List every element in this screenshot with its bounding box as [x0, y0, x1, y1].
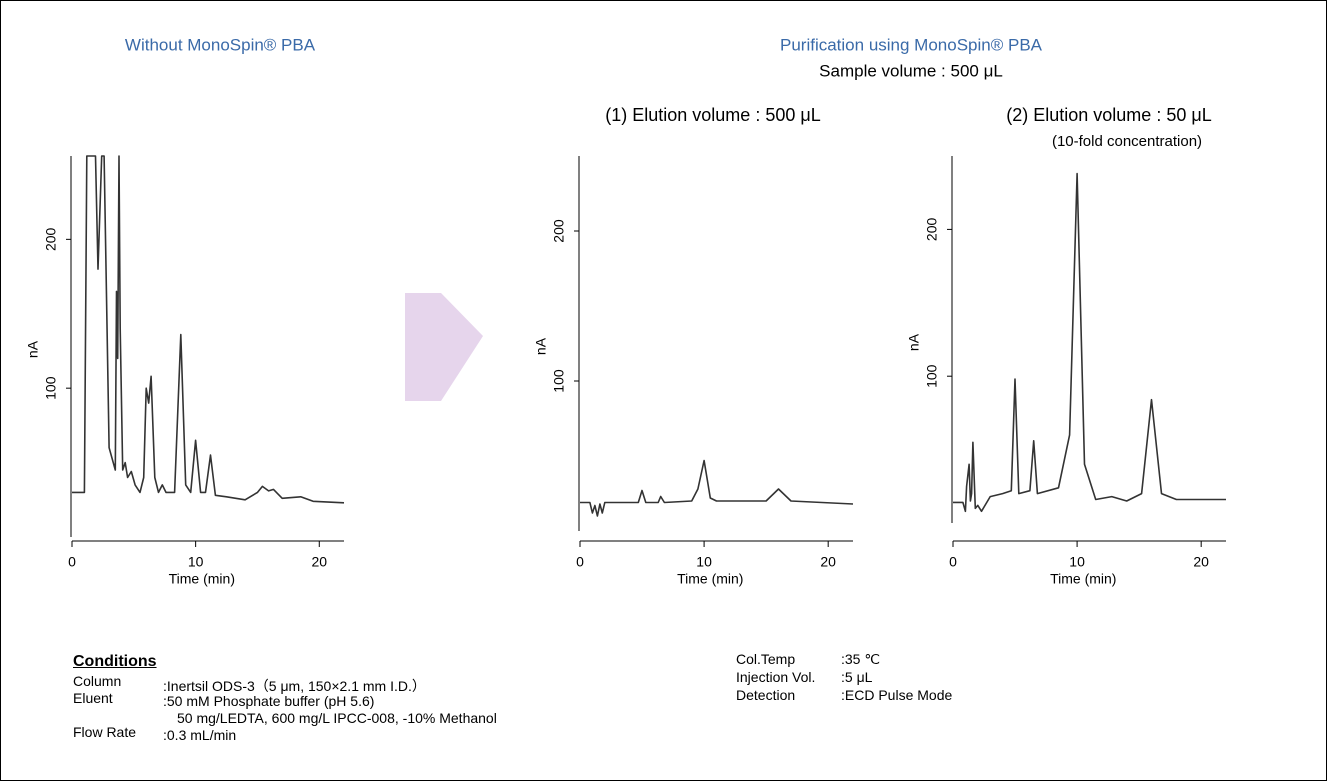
- cond-value: :ECD Pulse Mode: [841, 687, 953, 703]
- chart-subtitle: (10-fold concentration): [1052, 133, 1202, 150]
- x-axis-label: Time (min): [169, 571, 235, 587]
- y-axis-label: nA: [906, 333, 922, 351]
- cond-label: Detection: [736, 687, 796, 703]
- cond-value: :50 mM Phosphate buffer (pH 5.6): [163, 693, 375, 709]
- x-tick-label: 0: [949, 554, 957, 570]
- x-tick-label: 10: [188, 554, 204, 570]
- cond-label: Injection Vol.: [736, 669, 816, 685]
- chart-title: (1) Elution volume : 500 μL: [605, 105, 820, 125]
- cond-label: Flow Rate: [73, 724, 137, 740]
- chart-title: (2) Elution volume : 50 μL: [1006, 105, 1211, 125]
- cond-label: Column: [73, 673, 122, 689]
- x-tick-label: 20: [820, 554, 836, 570]
- y-tick-label: 200: [551, 219, 567, 243]
- cond-value: 50 mg/LEDTA, 600 mg/L IPCC-008, -10% Met…: [177, 710, 497, 726]
- conditions-heading: Conditions: [73, 653, 157, 670]
- x-tick-label: 0: [576, 554, 584, 570]
- header-title: Purification using MonoSpin® PBA: [780, 35, 1043, 54]
- x-tick-label: 20: [311, 554, 327, 570]
- cond-value: :Inertsil ODS-3（5 μm, 150×2.1 mm I.D.）: [163, 678, 426, 694]
- arrow: [405, 293, 483, 401]
- cond-label: Col.Temp: [736, 651, 796, 667]
- cond-value: :5 μL: [841, 669, 873, 685]
- x-tick-label: 0: [68, 554, 76, 570]
- trace: [72, 155, 345, 504]
- y-tick-label: 200: [924, 218, 940, 242]
- y-tick-label: 100: [551, 369, 567, 393]
- x-axis-label: Time (min): [677, 571, 743, 587]
- x-tick-label: 20: [1193, 554, 1209, 570]
- x-axis-label: Time (min): [1050, 571, 1116, 587]
- cond-value: :35 ℃: [841, 651, 881, 667]
- x-tick-label: 10: [696, 554, 712, 570]
- y-tick-label: 200: [43, 227, 59, 251]
- cond-value: :0.3 mL/min: [163, 727, 237, 743]
- cond-label: Eluent: [73, 690, 113, 706]
- y-tick-label: 100: [924, 364, 940, 388]
- trace: [953, 172, 1226, 513]
- y-axis-label: nA: [25, 340, 41, 358]
- header-subtitle: Sample volume : 500 μL: [819, 61, 1003, 80]
- x-tick-label: 10: [1069, 554, 1085, 570]
- chart-title: Without MonoSpin® PBA: [125, 35, 316, 54]
- y-tick-label: 100: [43, 376, 59, 400]
- y-axis-label: nA: [533, 337, 549, 355]
- trace: [580, 459, 854, 517]
